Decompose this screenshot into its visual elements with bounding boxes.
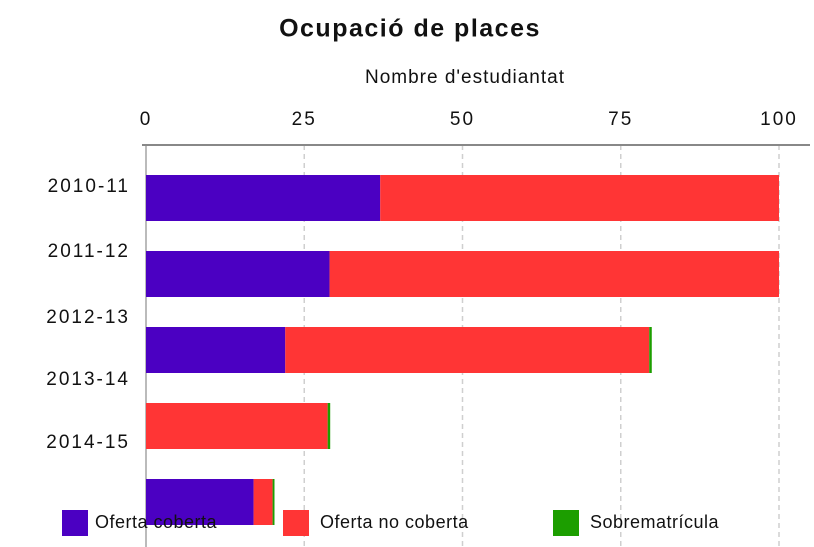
bar-segment xyxy=(146,479,254,525)
bar-segment xyxy=(649,327,652,373)
legend-swatch xyxy=(553,510,579,536)
bar-segment xyxy=(285,327,650,373)
bar-segment xyxy=(146,251,330,297)
y-tick-label: 2011-12 xyxy=(48,241,130,262)
chart-title: Ocupació de places xyxy=(279,15,541,43)
x-tick-label: 50 xyxy=(450,109,475,130)
x-tick-label: 25 xyxy=(292,109,317,130)
legend-swatch xyxy=(283,510,309,536)
legend-label: Oferta coberta xyxy=(95,512,218,532)
x-tick-label: 0 xyxy=(140,109,153,130)
bar-segment xyxy=(329,251,779,297)
bar-segment xyxy=(146,403,328,449)
bar-segment xyxy=(380,175,779,221)
y-tick-label: 2014-15 xyxy=(46,432,130,453)
legend-swatch xyxy=(62,510,88,536)
bar-segment xyxy=(272,479,275,525)
x-axis-title: Nombre d'estudiantat xyxy=(365,67,565,88)
bar-segment xyxy=(146,327,286,373)
bar-segment xyxy=(253,479,273,525)
y-tick-label: 2010-11 xyxy=(48,176,130,197)
y-tick-label: 2013-14 xyxy=(46,369,130,390)
x-tick-label: 75 xyxy=(608,109,633,130)
legend-label: Oferta no coberta xyxy=(320,512,469,532)
x-tick-label: 100 xyxy=(760,109,798,130)
legend-label: Sobrematrícula xyxy=(590,512,720,532)
bar-segment xyxy=(146,175,381,221)
bar-segment xyxy=(327,403,331,449)
y-tick-label: 2012-13 xyxy=(46,307,130,328)
